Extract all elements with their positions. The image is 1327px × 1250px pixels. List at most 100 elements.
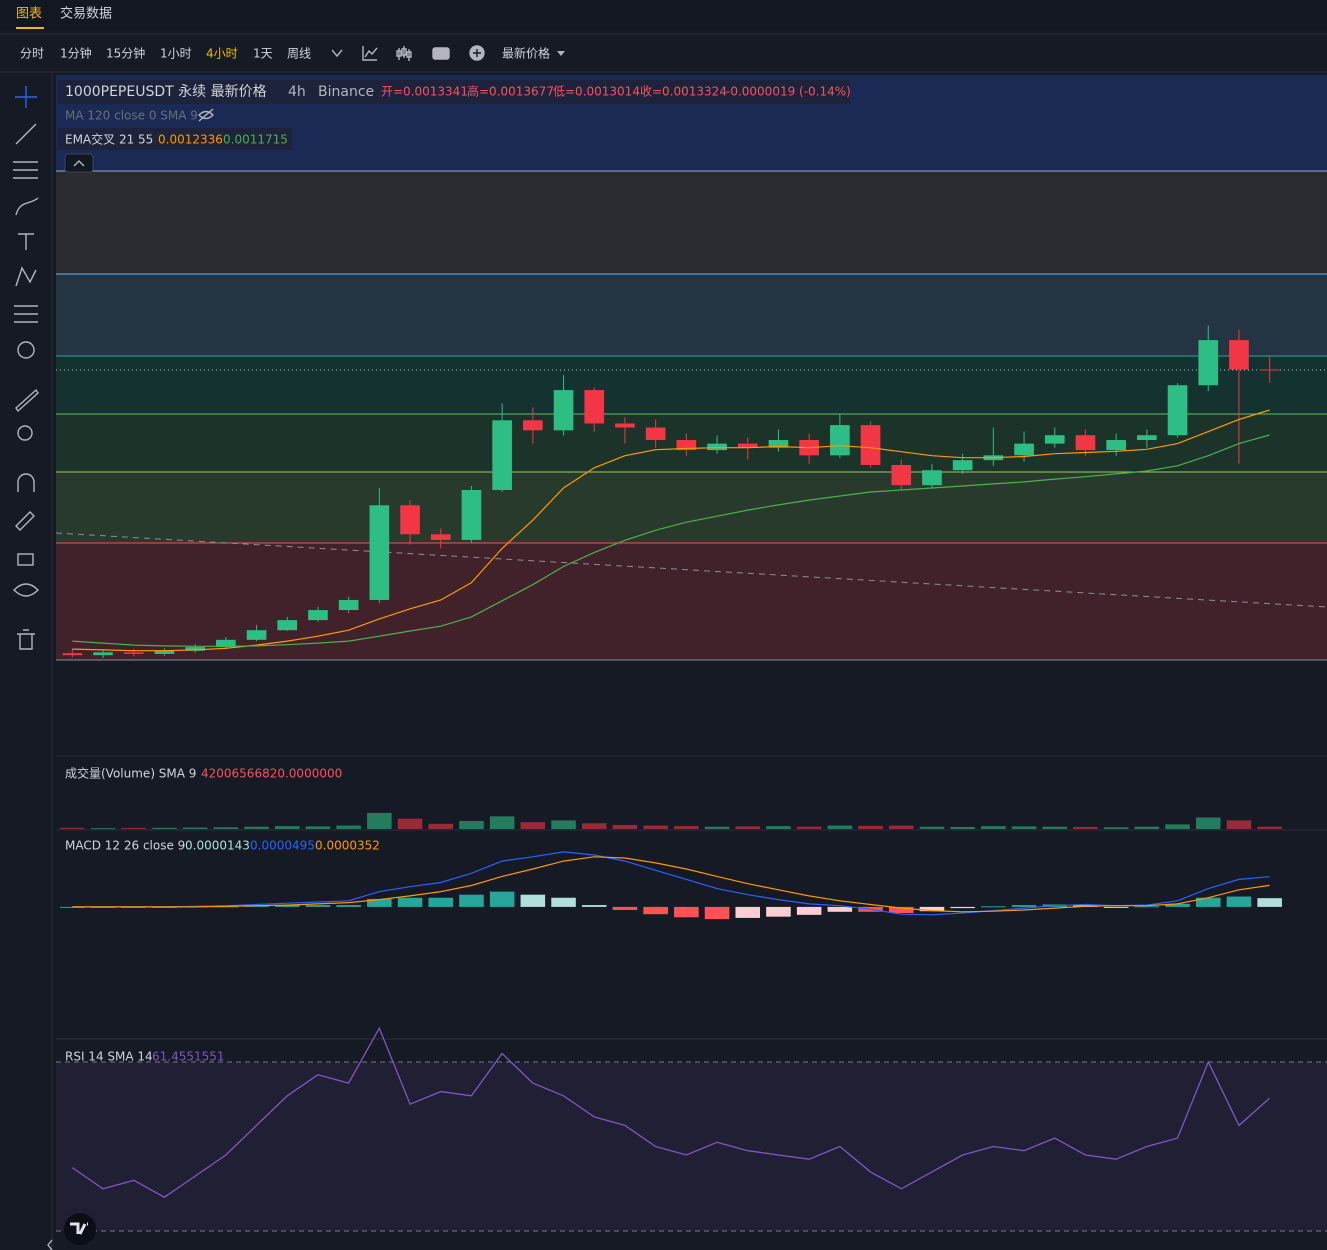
volume-legend: 成交量(Volume) SMA 9 [65, 766, 196, 781]
crosshair-tool[interactable] [15, 86, 37, 108]
macd-hist-bar [1011, 905, 1037, 907]
volume-bar [428, 823, 454, 829]
exchange: Binance [318, 84, 374, 100]
macd-signal-value: 0.0000352 [315, 839, 380, 853]
volume-bar [551, 820, 576, 829]
ruler-tool[interactable] [15, 388, 39, 413]
text-tool[interactable] [18, 233, 34, 250]
interval-button[interactable]: 分时 [20, 47, 44, 61]
delete-tool[interactable] [17, 629, 35, 650]
interval-button[interactable]: 1天 [253, 47, 273, 61]
volume-bar [1226, 820, 1252, 829]
candle-body [676, 440, 697, 451]
prediction-tool[interactable] [14, 305, 38, 323]
candle-body [216, 639, 236, 648]
volume-bar [489, 816, 515, 829]
candle-body [308, 610, 328, 621]
volume-bar [612, 824, 638, 829]
macd-hist-bar [704, 906, 730, 920]
legend-bg [58, 80, 850, 104]
emoji-tool[interactable] [17, 341, 35, 359]
tab[interactable]: 交易数据 [60, 6, 112, 22]
collapse-button[interactable] [64, 153, 94, 173]
dropdown-icon[interactable] [557, 51, 565, 56]
interval-button[interactable]: 15分钟 [106, 46, 145, 61]
volume-bar [1103, 827, 1129, 829]
volume-bar [1134, 826, 1160, 829]
macd-hist-bar [489, 891, 515, 907]
volume-bar [827, 825, 853, 829]
interval-button[interactable]: 1小时 [160, 47, 192, 61]
macd-hist-bar [766, 906, 791, 917]
volume-bar [1165, 824, 1190, 829]
camera-icon[interactable] [432, 47, 450, 60]
dropdown-icon[interactable] [331, 49, 343, 58]
ema-fast-line [72, 409, 1270, 652]
macd-hist-bar [827, 906, 853, 912]
interval-button[interactable]: 1分钟 [60, 46, 92, 61]
ema-slow-value: 0.0011715 [223, 133, 288, 147]
zoom-tool[interactable] [17, 425, 33, 441]
tab-bar [0, 0, 1327, 30]
ma-legend: MA 120 close 0 SMA 9 [65, 109, 198, 123]
macd-hist-value: 0.0000143 [185, 839, 250, 853]
candle-body [461, 489, 482, 540]
macd-panel: MACD 12 26 close 9 0.0000143 0.0000495 0… [60, 839, 1282, 920]
candle-body [952, 460, 973, 471]
price-type-select[interactable]: 最新价格 [502, 46, 550, 61]
interval-button[interactable]: 4小时 [206, 47, 238, 61]
visibility-tool[interactable] [13, 583, 39, 597]
volume-bar [1257, 826, 1282, 829]
candle-body [1167, 385, 1188, 436]
candle-body [62, 653, 83, 656]
price-panel: 1000PEPEUSDT 永续 最新价格 4h Binance 开=0.0013… [55, 75, 1327, 661]
interval: 4h [288, 84, 306, 100]
indicator-icon[interactable] [362, 46, 378, 61]
candle-body [1198, 340, 1219, 386]
magnet-tool[interactable] [17, 473, 35, 492]
macd-hist-bar [305, 905, 331, 907]
lock-draw-tool[interactable] [15, 511, 35, 531]
ohlc-open: 开=0.0013341 [381, 85, 468, 99]
brush-tool[interactable] [15, 197, 39, 216]
collapse-arrow[interactable] [47, 1239, 53, 1250]
lock-tool[interactable] [17, 553, 34, 566]
candle-body [246, 630, 267, 640]
volume-bar [858, 825, 883, 829]
volume-sma-value: 42006566820.0000000 [201, 767, 342, 781]
volume-bar [1195, 817, 1221, 829]
left-toolbar [13, 86, 39, 650]
candle-body [430, 534, 451, 540]
logo[interactable] [64, 1213, 96, 1245]
candle-body [922, 470, 942, 486]
macd-hist-bar [674, 906, 699, 918]
candle-type-icon[interactable] [396, 46, 412, 61]
macd-hist-bar [981, 906, 1006, 908]
candle-body [1259, 369, 1280, 371]
trend-line-tool[interactable] [15, 123, 37, 145]
volume-panel: 成交量(Volume) SMA 9 42006566820.0000000 [60, 766, 1282, 829]
volume-bar [90, 828, 116, 829]
volume-bar [888, 825, 914, 829]
volume-bar [397, 818, 423, 829]
candle-body [860, 425, 881, 465]
hidden-icon[interactable] [198, 108, 214, 122]
tab[interactable]: 图表 [16, 7, 42, 22]
macd-hist-bar [1165, 903, 1190, 907]
rsi-legend: RSI 14 SMA 14 [65, 1050, 153, 1064]
macd-hist-bar [274, 905, 300, 907]
fib-tool[interactable] [13, 161, 38, 179]
candle-body [123, 652, 144, 654]
volume-bar [367, 812, 392, 829]
macd-hist-bar [520, 894, 546, 907]
pattern-tool[interactable] [15, 266, 37, 287]
macd-hist-bar [950, 906, 975, 909]
candle-body [1106, 440, 1126, 451]
ema-legend: EMA交叉 21 55 [65, 132, 153, 147]
candle-body [277, 620, 298, 631]
candle-body [93, 652, 113, 656]
symbol: 1000PEPEUSDT 永续 最新价格 [65, 83, 267, 100]
signal-line [72, 856, 1270, 913]
band [56, 274, 1327, 356]
interval-button[interactable]: 周线 [287, 47, 311, 61]
